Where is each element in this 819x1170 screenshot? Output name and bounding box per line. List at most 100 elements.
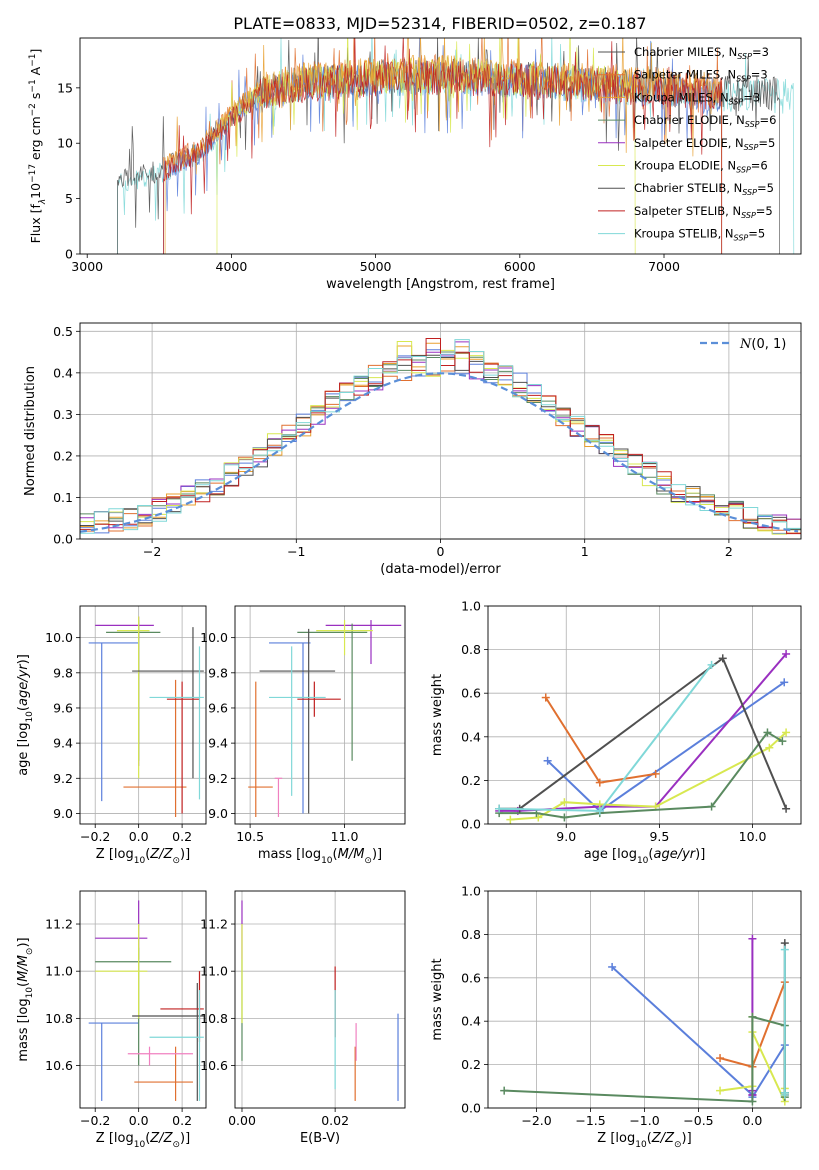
label-span: Chabrier STELIB, N — [634, 181, 742, 195]
label-span: 10 — [28, 183, 43, 199]
tick-label-y: 9.0 — [53, 806, 73, 821]
label-span: Chabrier ELODIE, N — [634, 113, 745, 127]
tick-label-y: 9.0 — [208, 806, 228, 821]
label-span: age/yr — [653, 847, 696, 862]
tick-label-y: 0.6 — [461, 686, 481, 701]
label-span: )] — [180, 847, 190, 862]
tick-label-y: 0.8 — [461, 927, 481, 942]
tick-label-y: 11.0 — [45, 964, 73, 979]
axes-frame — [234, 605, 406, 825]
axes-frame — [487, 605, 802, 825]
legend-sub: SSP — [729, 97, 744, 106]
tick-label-y: 9.2 — [208, 771, 228, 786]
tick-label-x: 9.0 — [556, 829, 576, 844]
plot-area-mass_vs_ebv — [241, 900, 399, 1101]
legend-sub: SSP — [736, 75, 751, 84]
tick-label-y: 0.1 — [53, 490, 73, 505]
tick-label-y: 0.3 — [53, 407, 73, 422]
y-axis-label: mass weight — [430, 958, 445, 1040]
plot-area-spectrum — [117, 38, 795, 254]
label-span: log — [114, 1131, 134, 1146]
plot-area-residual_hist — [80, 337, 801, 535]
legend-tail: =5 — [748, 227, 765, 241]
label-span: ] — [28, 49, 43, 54]
x-axis-label: (data-model)/error — [380, 562, 501, 577]
label-span: −17 — [28, 164, 38, 183]
legend-tail: =6 — [760, 113, 777, 127]
plot-area-weight_vs_Z — [500, 934, 789, 1106]
label-span: log — [16, 998, 31, 1018]
label-span: ( — [16, 706, 31, 711]
tick-label-x: 0.0 — [129, 829, 149, 844]
legend-entry: Chabrier MILES, NSSP=3 — [634, 45, 769, 61]
tick-label-y: 10 — [57, 136, 73, 151]
label-span: λ — [38, 199, 48, 205]
label-span: M/M — [16, 955, 31, 982]
legend-sub: SSP — [745, 120, 760, 129]
label-span: 10 — [134, 856, 146, 866]
tick-label-y: 10.6 — [45, 1058, 73, 1073]
label-span: ( — [333, 847, 338, 862]
label-span: N — [739, 337, 752, 352]
tick-label-x: −0.2 — [80, 829, 110, 844]
label-span: age/yr — [16, 663, 31, 706]
label-span: Kroupa ELODIE, N — [634, 159, 736, 173]
legend-entry: Kroupa MILES, NSSP=3 — [634, 90, 760, 106]
label-span: ⊙ — [674, 1140, 682, 1150]
x-axis-label: E(B-V) — [300, 1131, 340, 1146]
tick-label-x: 0.2 — [172, 1113, 192, 1128]
tick-label-x: 7000 — [648, 259, 680, 274]
legend-tail: =6 — [751, 159, 768, 173]
tick-label-x: 9.5 — [649, 829, 669, 844]
plot-area-age_vs_mass — [248, 620, 402, 817]
label-span: ( — [647, 1131, 652, 1146]
y-axis-label: Flux [fλ10−17 erg cm−2 s−1 A−1] — [28, 49, 48, 244]
tick-label-x: 1 — [581, 544, 589, 559]
tick-label-x: 0.0 — [129, 1113, 149, 1128]
tick-label-y: 1.0 — [461, 599, 481, 614]
spectrum-line-salpeter_stelib — [163, 38, 723, 254]
label-span: ( — [145, 1131, 150, 1146]
legend-entry: Salpeter STELIB, NSSP=5 — [634, 204, 773, 220]
x-axis-label: mass [log10(M/M⊙)] — [258, 847, 382, 866]
label-span: )] — [695, 847, 705, 862]
tick-label-y: 9.2 — [53, 771, 73, 786]
weight-line-salpeter_miles — [544, 697, 656, 784]
histogram-salpeter_stelib — [80, 337, 801, 535]
label-span: )] — [372, 847, 382, 862]
tick-label-y: 0.4 — [461, 729, 481, 744]
tick-label-x: 10.0 — [739, 829, 767, 844]
tick-label-x: 0.2 — [172, 829, 192, 844]
axes-age_vs_mass: 10.5 11.0 9.0 9.2 9.4 9.6 9.8 10.0 mass [log10(M… — [200, 605, 406, 866]
legend-sub: SSP — [741, 211, 756, 220]
tick-label-x: 4000 — [216, 259, 248, 274]
legend-sub: SSP — [742, 188, 757, 197]
tick-label-x: −1.5 — [575, 1113, 605, 1128]
label-span: Z/Z — [149, 1131, 173, 1146]
axes-frame — [79, 322, 802, 540]
legend-tail: =3 — [743, 90, 760, 104]
label-span: ( — [16, 982, 31, 987]
label-span: −1 — [28, 79, 38, 92]
figure-title: PLATE=0833, MJD=52314, FIBERID=0502, z=0… — [233, 14, 646, 33]
weight-line-salpeter_elodie — [499, 653, 787, 812]
label-span: Kroupa STELIB, N — [634, 227, 734, 241]
label-span: Z/Z — [149, 847, 173, 862]
axes-residual_hist: −2 −1 0 1 2 0.0 0.1 0.2 0.3 0.4 0.5 (data-model)/er… — [23, 322, 802, 577]
y-axis-label: Normed distribution — [23, 366, 38, 496]
legend-tail: =3 — [752, 45, 769, 59]
tick-label-x: 3000 — [71, 259, 103, 274]
label-span: Z [ — [96, 847, 114, 862]
label-span: Salpeter MILES, N — [634, 68, 736, 82]
label-span: Salpeter ELODIE, N — [634, 136, 744, 150]
tick-label-y: 10.8 — [45, 1011, 73, 1026]
legend-entry: Chabrier STELIB, NSSP=5 — [634, 181, 774, 197]
tick-label-y: 0.4 — [53, 365, 73, 380]
tick-label-y: 1.0 — [461, 884, 481, 899]
label-span: −2 — [28, 103, 38, 116]
label-span: age [ — [16, 742, 31, 775]
label-span: Z/Z — [651, 1131, 675, 1146]
axes-weight_vs_Z: −2.0 −1.5 −1.0 −0.5 0.0 0.0 0.2 0.4 0.6 0.8 1.0 Z [… — [430, 884, 802, 1150]
